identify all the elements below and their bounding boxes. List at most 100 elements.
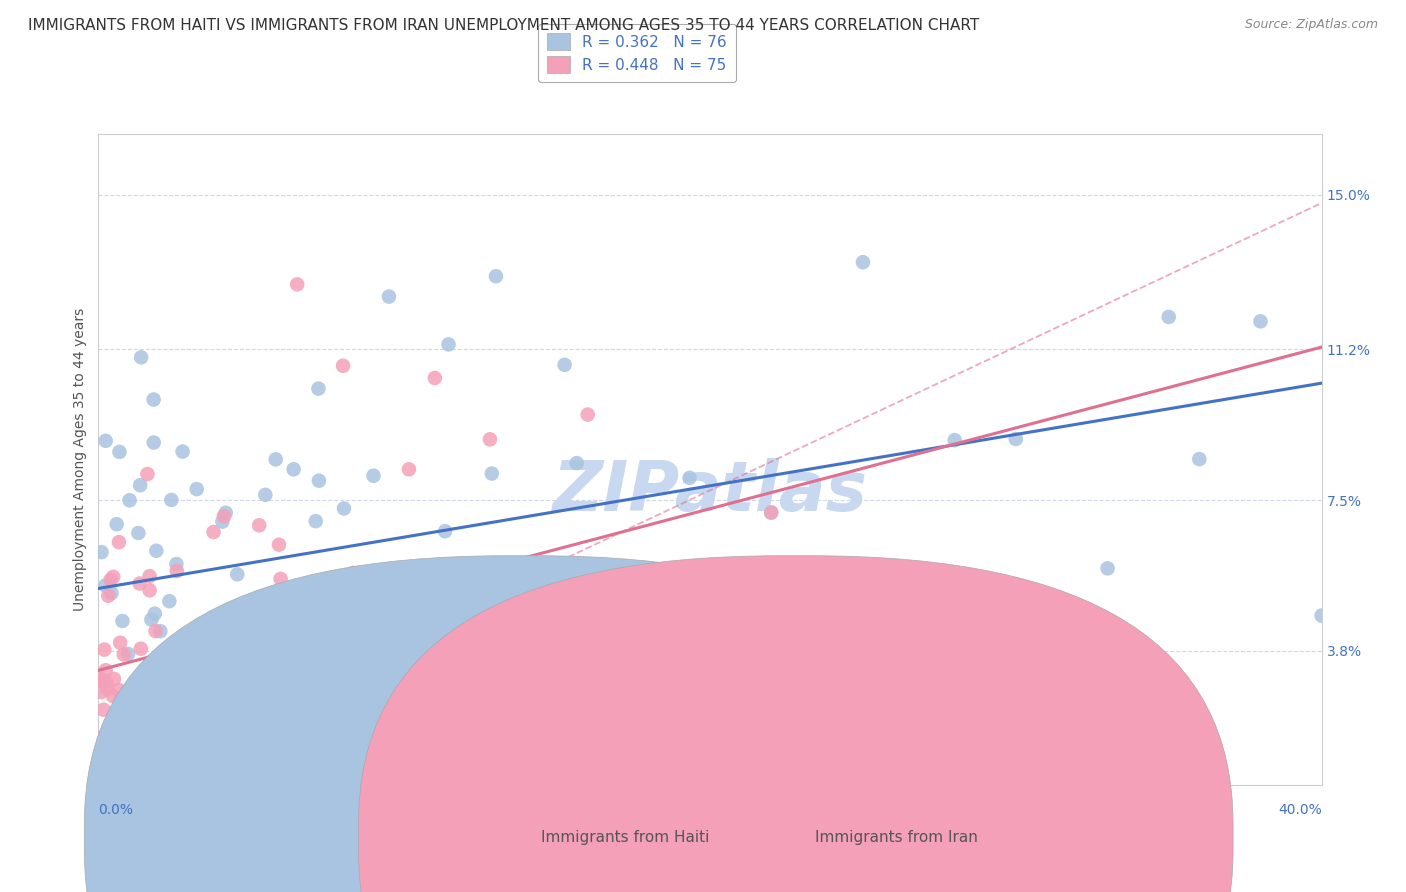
Point bbox=[292, 597, 315, 611]
Point bbox=[342, 566, 364, 580]
Point bbox=[145, 543, 167, 558]
Point bbox=[110, 757, 132, 772]
Point bbox=[149, 673, 172, 687]
Point bbox=[165, 557, 187, 571]
Text: 0.0%: 0.0% bbox=[98, 803, 134, 817]
Point bbox=[150, 695, 173, 709]
Text: ZIPatlas: ZIPatlas bbox=[553, 458, 868, 525]
Point bbox=[115, 718, 138, 732]
Point bbox=[546, 569, 568, 583]
Point bbox=[254, 488, 277, 502]
Point bbox=[267, 538, 290, 552]
Point bbox=[103, 672, 125, 686]
Point bbox=[308, 474, 330, 488]
Point bbox=[97, 589, 120, 603]
Point bbox=[121, 706, 143, 720]
Point bbox=[108, 445, 131, 459]
Legend: R = 0.362   N = 76, R = 0.448   N = 75: R = 0.362 N = 76, R = 0.448 N = 75 bbox=[537, 24, 735, 82]
Point bbox=[229, 713, 252, 727]
Point bbox=[240, 710, 263, 724]
Point bbox=[285, 277, 308, 292]
Point bbox=[122, 730, 145, 744]
Point bbox=[1250, 314, 1272, 328]
Point bbox=[436, 587, 458, 601]
Point bbox=[149, 624, 172, 639]
Point bbox=[218, 638, 240, 652]
Text: Source: ZipAtlas.com: Source: ZipAtlas.com bbox=[1244, 18, 1378, 31]
Point bbox=[172, 444, 194, 458]
Point bbox=[212, 509, 235, 524]
Text: Immigrants from Haiti: Immigrants from Haiti bbox=[541, 830, 710, 845]
Point bbox=[150, 698, 173, 712]
Point bbox=[135, 676, 157, 690]
Point bbox=[89, 778, 111, 792]
Point bbox=[560, 624, 582, 638]
Point bbox=[1004, 432, 1026, 446]
Point bbox=[129, 641, 152, 656]
Point bbox=[90, 685, 112, 699]
Point bbox=[305, 514, 328, 528]
Point bbox=[508, 591, 530, 605]
Point bbox=[378, 289, 401, 303]
Y-axis label: Unemployment Among Ages 35 to 44 years: Unemployment Among Ages 35 to 44 years bbox=[73, 308, 87, 611]
Point bbox=[108, 722, 131, 736]
Point bbox=[142, 392, 165, 407]
Point bbox=[150, 699, 173, 714]
Point bbox=[247, 518, 270, 533]
Point bbox=[221, 657, 243, 671]
Point bbox=[155, 649, 177, 664]
Point bbox=[150, 671, 173, 685]
Point bbox=[264, 452, 287, 467]
Point bbox=[565, 456, 588, 470]
Point bbox=[94, 434, 117, 448]
Point bbox=[103, 723, 125, 737]
Point bbox=[292, 719, 315, 733]
Point bbox=[412, 591, 434, 605]
Point bbox=[479, 582, 502, 597]
Point bbox=[761, 506, 783, 520]
Point bbox=[678, 471, 700, 485]
Point bbox=[943, 433, 966, 447]
Point bbox=[512, 582, 534, 597]
Point bbox=[160, 492, 183, 507]
Point bbox=[146, 724, 169, 739]
Point bbox=[138, 583, 160, 598]
Point bbox=[485, 269, 508, 284]
Point bbox=[638, 583, 661, 598]
Point bbox=[307, 382, 329, 396]
Point bbox=[100, 586, 122, 600]
Point bbox=[90, 673, 112, 687]
Point bbox=[104, 778, 127, 792]
Point bbox=[89, 673, 111, 688]
Point bbox=[93, 642, 115, 657]
Point bbox=[186, 482, 208, 496]
Point bbox=[107, 682, 129, 697]
Point bbox=[127, 526, 149, 541]
Point bbox=[333, 501, 356, 516]
Point bbox=[112, 702, 135, 716]
Point bbox=[1310, 608, 1333, 623]
Point bbox=[1188, 452, 1211, 467]
Point bbox=[129, 703, 152, 717]
Point bbox=[122, 757, 145, 772]
Point bbox=[157, 594, 180, 608]
Point bbox=[332, 359, 354, 373]
Point bbox=[110, 635, 132, 649]
Point bbox=[437, 337, 460, 351]
Point bbox=[222, 682, 245, 697]
Point bbox=[188, 624, 211, 638]
Point bbox=[411, 576, 433, 591]
Point bbox=[93, 703, 115, 717]
Point bbox=[98, 778, 121, 792]
Point bbox=[131, 719, 153, 733]
Point bbox=[105, 517, 128, 532]
Point bbox=[108, 535, 131, 549]
Point bbox=[1157, 310, 1180, 324]
Point bbox=[100, 573, 122, 587]
Point bbox=[382, 605, 405, 619]
Point bbox=[481, 467, 503, 481]
Point bbox=[478, 433, 501, 447]
Point bbox=[852, 255, 875, 269]
Text: IMMIGRANTS FROM HAITI VS IMMIGRANTS FROM IRAN UNEMPLOYMENT AMONG AGES 35 TO 44 Y: IMMIGRANTS FROM HAITI VS IMMIGRANTS FROM… bbox=[28, 18, 980, 33]
Point bbox=[454, 687, 477, 701]
